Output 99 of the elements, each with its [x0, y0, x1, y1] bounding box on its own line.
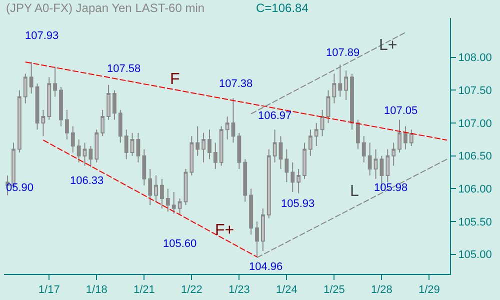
candlestick	[344, 70, 348, 101]
candlestick	[296, 168, 301, 194]
x-tick-label: 1/18	[86, 284, 108, 296]
candlestick	[184, 168, 188, 206]
annotation: F	[170, 71, 180, 88]
y-tick-label: 107.50	[458, 85, 492, 98]
candlestick	[106, 84, 110, 120]
candlestick	[284, 148, 289, 183]
candlestick	[350, 73, 354, 130]
candlestick	[266, 148, 271, 219]
x-tick-label: 1/29	[418, 284, 440, 296]
candlestick	[398, 119, 402, 154]
candlestick	[190, 136, 194, 176]
y-tick-label: 107.00	[458, 118, 492, 130]
candlestick	[112, 90, 116, 120]
candlestick	[17, 90, 22, 154]
annotation: L	[350, 183, 359, 200]
candlestick	[219, 126, 224, 166]
candlestick	[272, 129, 277, 163]
candlestick	[208, 129, 212, 160]
candlestick	[88, 146, 93, 168]
x-tick-label: 1/28	[370, 284, 392, 296]
candlestick	[368, 142, 372, 176]
annotation: 107.93	[25, 30, 59, 42]
candlestick	[338, 64, 342, 98]
candlestick	[290, 162, 295, 192]
x-tick-label: 1/21	[133, 284, 155, 296]
y-tick-label: 106.50	[458, 150, 492, 163]
annotation: 107.38	[219, 78, 253, 90]
candlestick	[386, 148, 390, 183]
x-tick-label: 1/17	[38, 284, 60, 296]
y-tick-label: 106.00	[458, 184, 492, 196]
annotation: 107.58	[107, 63, 141, 75]
candlestick	[332, 73, 336, 104]
candlestick	[356, 119, 360, 150]
annotation: 105.98	[374, 182, 408, 194]
x-tick-label: 1/24	[276, 284, 298, 296]
candlestick	[94, 129, 99, 163]
candlestick	[23, 73, 28, 104]
candlestick	[260, 208, 265, 252]
candlestick	[243, 158, 248, 202]
candlestick	[35, 83, 40, 130]
candlestick	[148, 168, 152, 206]
annotation: 05.90	[6, 182, 34, 194]
candlestick	[409, 129, 414, 146]
annotation: 107.05	[384, 105, 418, 117]
candlestick	[362, 136, 366, 163]
candlestick	[213, 142, 218, 170]
candlestick	[404, 126, 408, 150]
candlestick	[47, 76, 52, 120]
chart-subtitle: C=106.84	[256, 1, 309, 15]
annotation: 104.96	[249, 261, 283, 273]
candlestick	[278, 136, 283, 170]
candlestick	[172, 191, 176, 214]
candlestick	[76, 138, 81, 163]
candlestick	[160, 178, 164, 209]
candlestick	[202, 132, 206, 163]
candlestick	[29, 61, 34, 94]
candlestick	[53, 66, 58, 98]
y-tick-label: 105.50	[458, 216, 492, 228]
chart-title: (JPY A0-FX) Japan Yen LAST-60 min	[6, 1, 205, 15]
candlestick	[118, 109, 122, 144]
candlestick	[178, 198, 182, 216]
candlestick	[124, 129, 128, 160]
candlestick	[100, 109, 105, 137]
annotation: F+	[215, 222, 234, 239]
candlestick	[130, 132, 134, 156]
y-tick-label: 108.00	[458, 52, 492, 64]
candlestick	[308, 129, 312, 156]
candlestick	[392, 142, 396, 166]
candlestick	[65, 109, 69, 140]
candlestick	[225, 116, 230, 140]
annotation: 105.93	[281, 198, 315, 210]
x-tick-label: 1/22	[180, 284, 202, 296]
annotation: 106.33	[70, 175, 104, 187]
candlestick	[82, 142, 87, 166]
annotation: 106.97	[258, 110, 292, 122]
candlestick	[166, 188, 170, 212]
x-tick-label: 1/23	[228, 284, 250, 296]
candlestick	[231, 98, 236, 144]
candlestick	[314, 122, 318, 146]
candlestick	[320, 109, 324, 137]
annotation: 107.89	[326, 47, 360, 59]
x-tick-label: 1/25	[323, 284, 345, 296]
candlestick	[196, 126, 200, 156]
candlestick	[249, 188, 254, 236]
candlestick	[154, 175, 158, 202]
candlestick	[237, 132, 242, 170]
annotation: 105.60	[163, 238, 197, 250]
annotation: L+	[379, 37, 398, 54]
candlestick	[374, 148, 378, 180]
candlestick	[326, 90, 330, 124]
candlestick	[59, 86, 63, 127]
candlestick	[70, 126, 75, 154]
y-tick-label: 105.00	[458, 249, 492, 262]
candlestick	[41, 109, 46, 137]
candlestick	[302, 142, 306, 180]
candlestick	[136, 132, 140, 163]
candlestick	[142, 148, 146, 186]
